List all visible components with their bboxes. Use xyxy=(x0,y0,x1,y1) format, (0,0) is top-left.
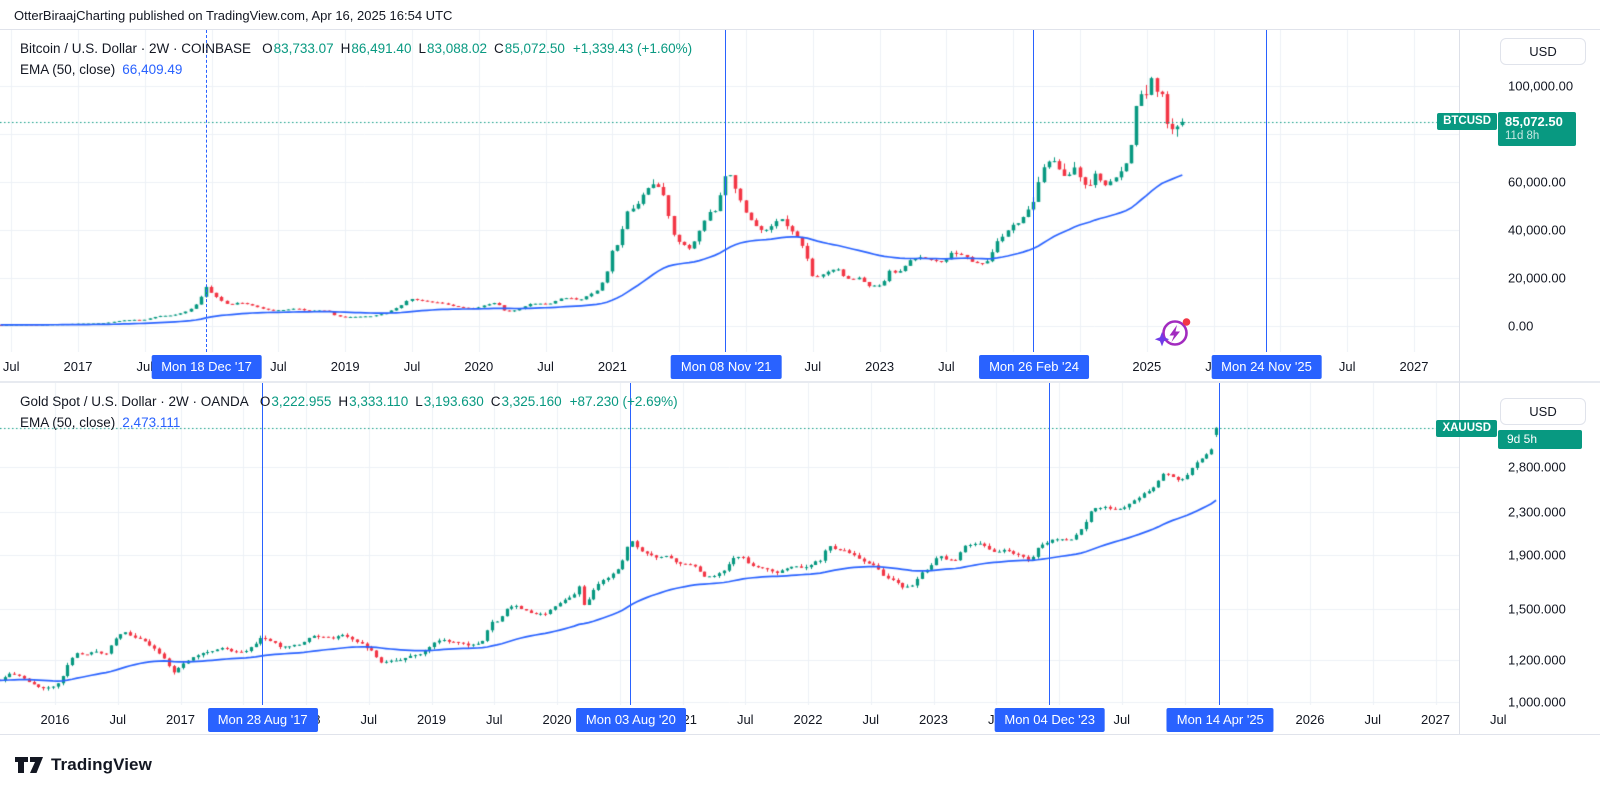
event-date-badge[interactable]: Mon 26 Feb '24 xyxy=(979,355,1089,379)
ohlc-key: H xyxy=(338,394,349,409)
ohlc-value: 3,325.160 xyxy=(501,394,562,409)
ohlc-key: L xyxy=(418,41,426,56)
btc-ohlc-values: O83,733.07 H86,491.40 L83,088.02 C85,072.50… xyxy=(255,41,692,56)
btc-price-badge: 85,072.50 11d 8h xyxy=(1498,112,1576,146)
price-axis-label: 1,500.000 xyxy=(1508,601,1566,617)
tradingview-logo-icon[interactable] xyxy=(14,753,44,777)
ohlc-key: L xyxy=(415,394,423,409)
time-tick-label: Jul xyxy=(485,712,503,727)
price-axis-label: 1,200.000 xyxy=(1508,652,1566,668)
price-axis-label: 2,300.000 xyxy=(1508,504,1566,520)
ohlc-value: 3,222.955 xyxy=(271,394,332,409)
time-tick-label: Jul xyxy=(360,712,378,727)
time-tick-label: Jul xyxy=(403,359,421,374)
brand-text[interactable]: TradingView xyxy=(51,754,152,774)
gold-ohlc-values: O3,222.955 H3,333.110 L3,193.630 C3,325.160… xyxy=(253,394,678,409)
gold-symbol-badge: XAUUSD xyxy=(1436,420,1497,437)
time-tick-label: 2022 xyxy=(793,712,823,727)
time-tick-label: 2017 xyxy=(63,359,93,374)
ohlc-value: 3,193.630 xyxy=(423,394,484,409)
time-tick-label: 2023 xyxy=(919,712,948,727)
price-axis-label: 100,000.00 xyxy=(1508,78,1574,94)
event-date-badge[interactable]: Mon 18 Dec '17 xyxy=(151,355,262,379)
time-tick-label: Jul xyxy=(537,359,554,374)
btc-legend: Bitcoin / U.S. Dollar · 2W · COINBASE O8… xyxy=(20,38,692,80)
red-dot xyxy=(1182,318,1191,326)
gold-chart-canvas[interactable] xyxy=(0,383,1459,705)
ohlc-value: 3,333.110 xyxy=(349,394,409,409)
event-date-badge[interactable]: Mon 14 Apr '25 xyxy=(1166,708,1274,732)
attribution-bar: OtterBiraajCharting published on Trading… xyxy=(0,0,1600,30)
price-axis-label: 0.00 xyxy=(1508,318,1534,334)
btc-currency-button[interactable]: USD xyxy=(1500,38,1586,65)
footer-bar: TradingView xyxy=(0,734,1600,794)
change-value: +87.230 (+2.69%) xyxy=(569,394,678,409)
price-axis-label: 20,000.00 xyxy=(1508,270,1566,286)
time-tick-label: 2019 xyxy=(330,359,360,374)
time-tick-label: 2021 xyxy=(597,359,627,374)
change-value: +1,339.43 (+1.60%) xyxy=(572,41,693,56)
time-tick-label: 2027 xyxy=(1421,712,1450,727)
ohlc-value: 85,072.50 xyxy=(504,41,565,56)
gold-legend: Gold Spot / U.S. Dollar · 2W · OANDA O3,… xyxy=(20,391,678,433)
event-date-badge[interactable]: Mon 08 Nov '21 xyxy=(670,355,782,379)
time-tick-label: Jul xyxy=(270,359,287,374)
price-axis-border[interactable] xyxy=(1459,30,1460,734)
sparkle-replay-icon[interactable] xyxy=(1152,311,1194,353)
time-tick-label: Jul xyxy=(109,712,127,727)
event-date-badge[interactable]: Mon 03 Aug '20 xyxy=(575,708,686,732)
time-tick-label: 2025 xyxy=(1132,359,1162,374)
ohlc-value: 86,491.40 xyxy=(351,41,412,56)
time-tick-label: 2023 xyxy=(865,359,895,374)
price-axis-label: 40,000.00 xyxy=(1508,222,1566,238)
lightning-bolt-icon xyxy=(1169,325,1180,342)
time-tick-label: 2017 xyxy=(166,712,195,727)
time-tick-label: Jul xyxy=(804,359,822,374)
time-tick-label: Jul xyxy=(938,359,955,374)
btc-symbol-badge: BTCUSD xyxy=(1437,113,1497,130)
time-tick-label: Jul xyxy=(1364,712,1382,727)
event-date-badge[interactable]: Mon 04 Dec '23 xyxy=(994,708,1106,732)
time-tick-label: Jul xyxy=(736,712,754,727)
sparkle-icon xyxy=(1154,332,1170,347)
btc-legend-title[interactable]: Bitcoin / U.S. Dollar · 2W · COINBASE xyxy=(20,41,252,56)
time-tick-label: 2016 xyxy=(40,712,70,727)
time-tick-label: Jul xyxy=(862,712,880,727)
time-tick-label: Jul xyxy=(1113,712,1131,727)
gold-ema-value: 2,473.111 xyxy=(122,415,181,430)
ohlc-value: 83,088.02 xyxy=(426,41,488,56)
ohlc-key: H xyxy=(340,41,351,56)
btc-bar-countdown: 11d 8h xyxy=(1505,130,1540,142)
ohlc-key: O xyxy=(259,394,271,409)
gold-legend-title[interactable]: Gold Spot / U.S. Dollar · 2W · OANDA xyxy=(20,394,249,409)
time-tick-label: 2020 xyxy=(542,712,572,727)
price-axis-label: 60,000.00 xyxy=(1508,174,1566,190)
ohlc-key: C xyxy=(494,41,504,56)
time-tick-label: 2020 xyxy=(464,359,494,374)
ohlc-key: C xyxy=(490,394,501,409)
time-tick-label: Jul xyxy=(1489,712,1507,727)
gold-bar-countdown: 9d 5h xyxy=(1498,430,1582,449)
ohlc-value: 83,733.07 xyxy=(273,41,334,56)
time-tick-label: Jul xyxy=(2,359,20,374)
price-axis-label: 1,900.000 xyxy=(1508,547,1566,563)
ohlc-key: O xyxy=(262,41,273,56)
btc-ema-label[interactable]: EMA (50, close) xyxy=(20,62,116,77)
price-axis-label: 2,800.000 xyxy=(1508,459,1566,475)
event-date-badge[interactable]: Mon 28 Aug '17 xyxy=(207,708,318,732)
btc-chart-canvas[interactable] xyxy=(0,30,1459,352)
btc-ema-value: 66,409.49 xyxy=(122,62,183,77)
gold-currency-button[interactable]: USD xyxy=(1500,398,1586,425)
time-tick-label: 2026 xyxy=(1295,712,1325,727)
event-date-badge[interactable]: Mon 24 Nov '25 xyxy=(1211,355,1322,379)
attribution-text: OtterBiraajCharting published on Trading… xyxy=(14,8,453,23)
price-axis-label: 1,000.000 xyxy=(1508,694,1566,710)
btc-last-price: 85,072.50 xyxy=(1505,114,1563,129)
pane-separator xyxy=(0,381,1600,383)
time-tick-label: 2027 xyxy=(1399,359,1429,374)
gold-ema-label[interactable]: EMA (50, close) xyxy=(20,415,116,430)
time-tick-label: Jul xyxy=(1338,359,1356,374)
time-tick-label: 2019 xyxy=(417,712,446,727)
